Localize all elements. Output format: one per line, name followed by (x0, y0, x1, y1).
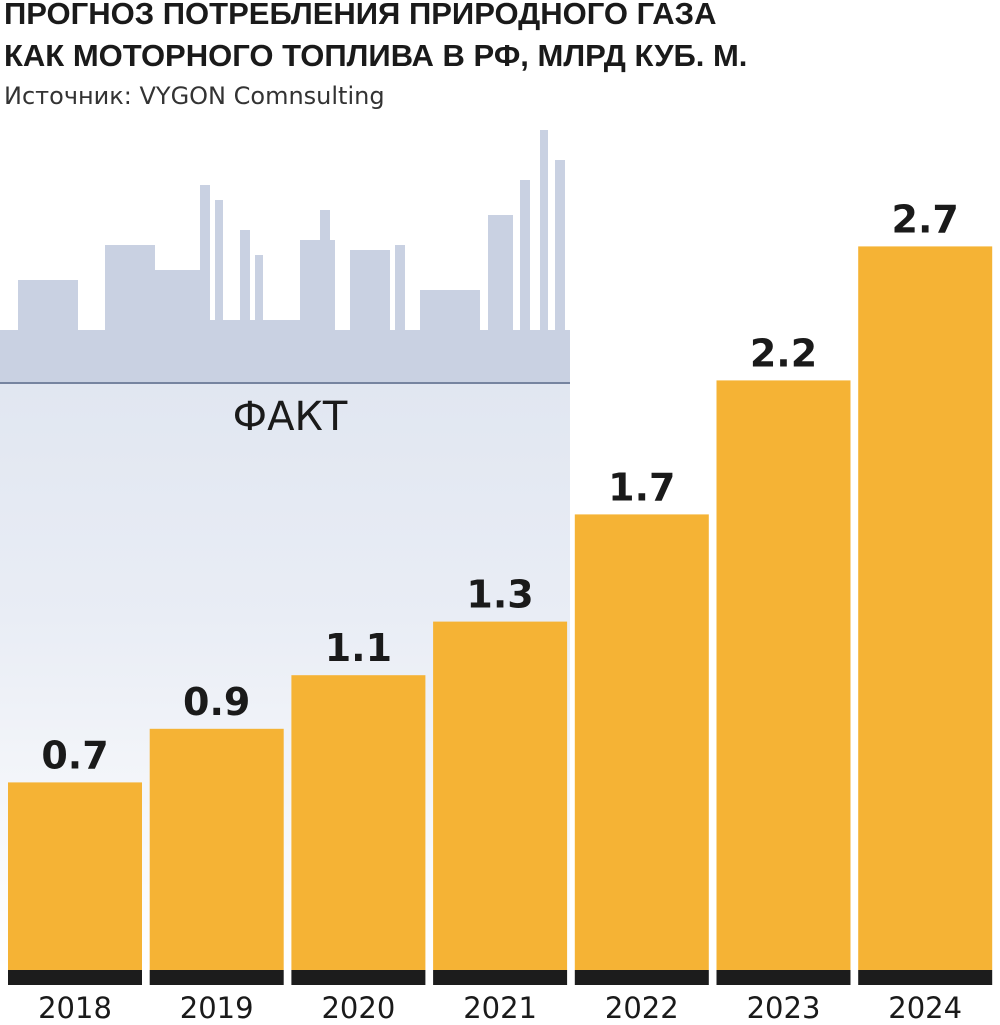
chart-title: ПРОГНОЗ ПОТРЕБЛЕНИЯ ПРИРОДНОГО ГАЗА (4, 0, 716, 31)
value-label: 1.3 (466, 573, 533, 617)
bar (291, 675, 426, 970)
value-label: 0.9 (183, 680, 250, 724)
x-tick-label: 2020 (321, 991, 395, 1025)
bar-base (149, 970, 284, 985)
chart-title: КАК МОТОРНОГО ТОПЛИВА В РФ, МЛРД КУБ. М. (4, 38, 747, 73)
annotation: ФАКТ (233, 394, 348, 440)
bar-base (8, 970, 142, 985)
chart-subtitle: Источник: VYGON Comnsulting (4, 82, 385, 110)
bar-base (433, 970, 568, 985)
x-tick-label: 2021 (463, 991, 537, 1025)
x-tick-label: 2023 (747, 991, 821, 1025)
bar-base (716, 970, 851, 985)
value-label: 1.7 (608, 465, 675, 509)
value-label: 0.7 (41, 733, 108, 777)
x-tick-label: 2024 (888, 991, 962, 1025)
bar (149, 728, 284, 970)
bar-base (291, 970, 426, 985)
bar (433, 621, 568, 970)
value-label: 2.7 (892, 197, 959, 241)
bar-base (574, 970, 709, 985)
value-label: 1.1 (325, 626, 392, 670)
bar-base (858, 970, 993, 985)
bar (8, 782, 142, 970)
bar (716, 380, 851, 970)
value-label: 2.2 (750, 331, 817, 375)
bar (858, 246, 993, 970)
x-tick-label: 2022 (605, 991, 679, 1025)
factory-skyline (0, 130, 570, 384)
bar (574, 514, 709, 970)
x-tick-label: 2018 (38, 991, 112, 1025)
x-tick-label: 2019 (180, 991, 254, 1025)
